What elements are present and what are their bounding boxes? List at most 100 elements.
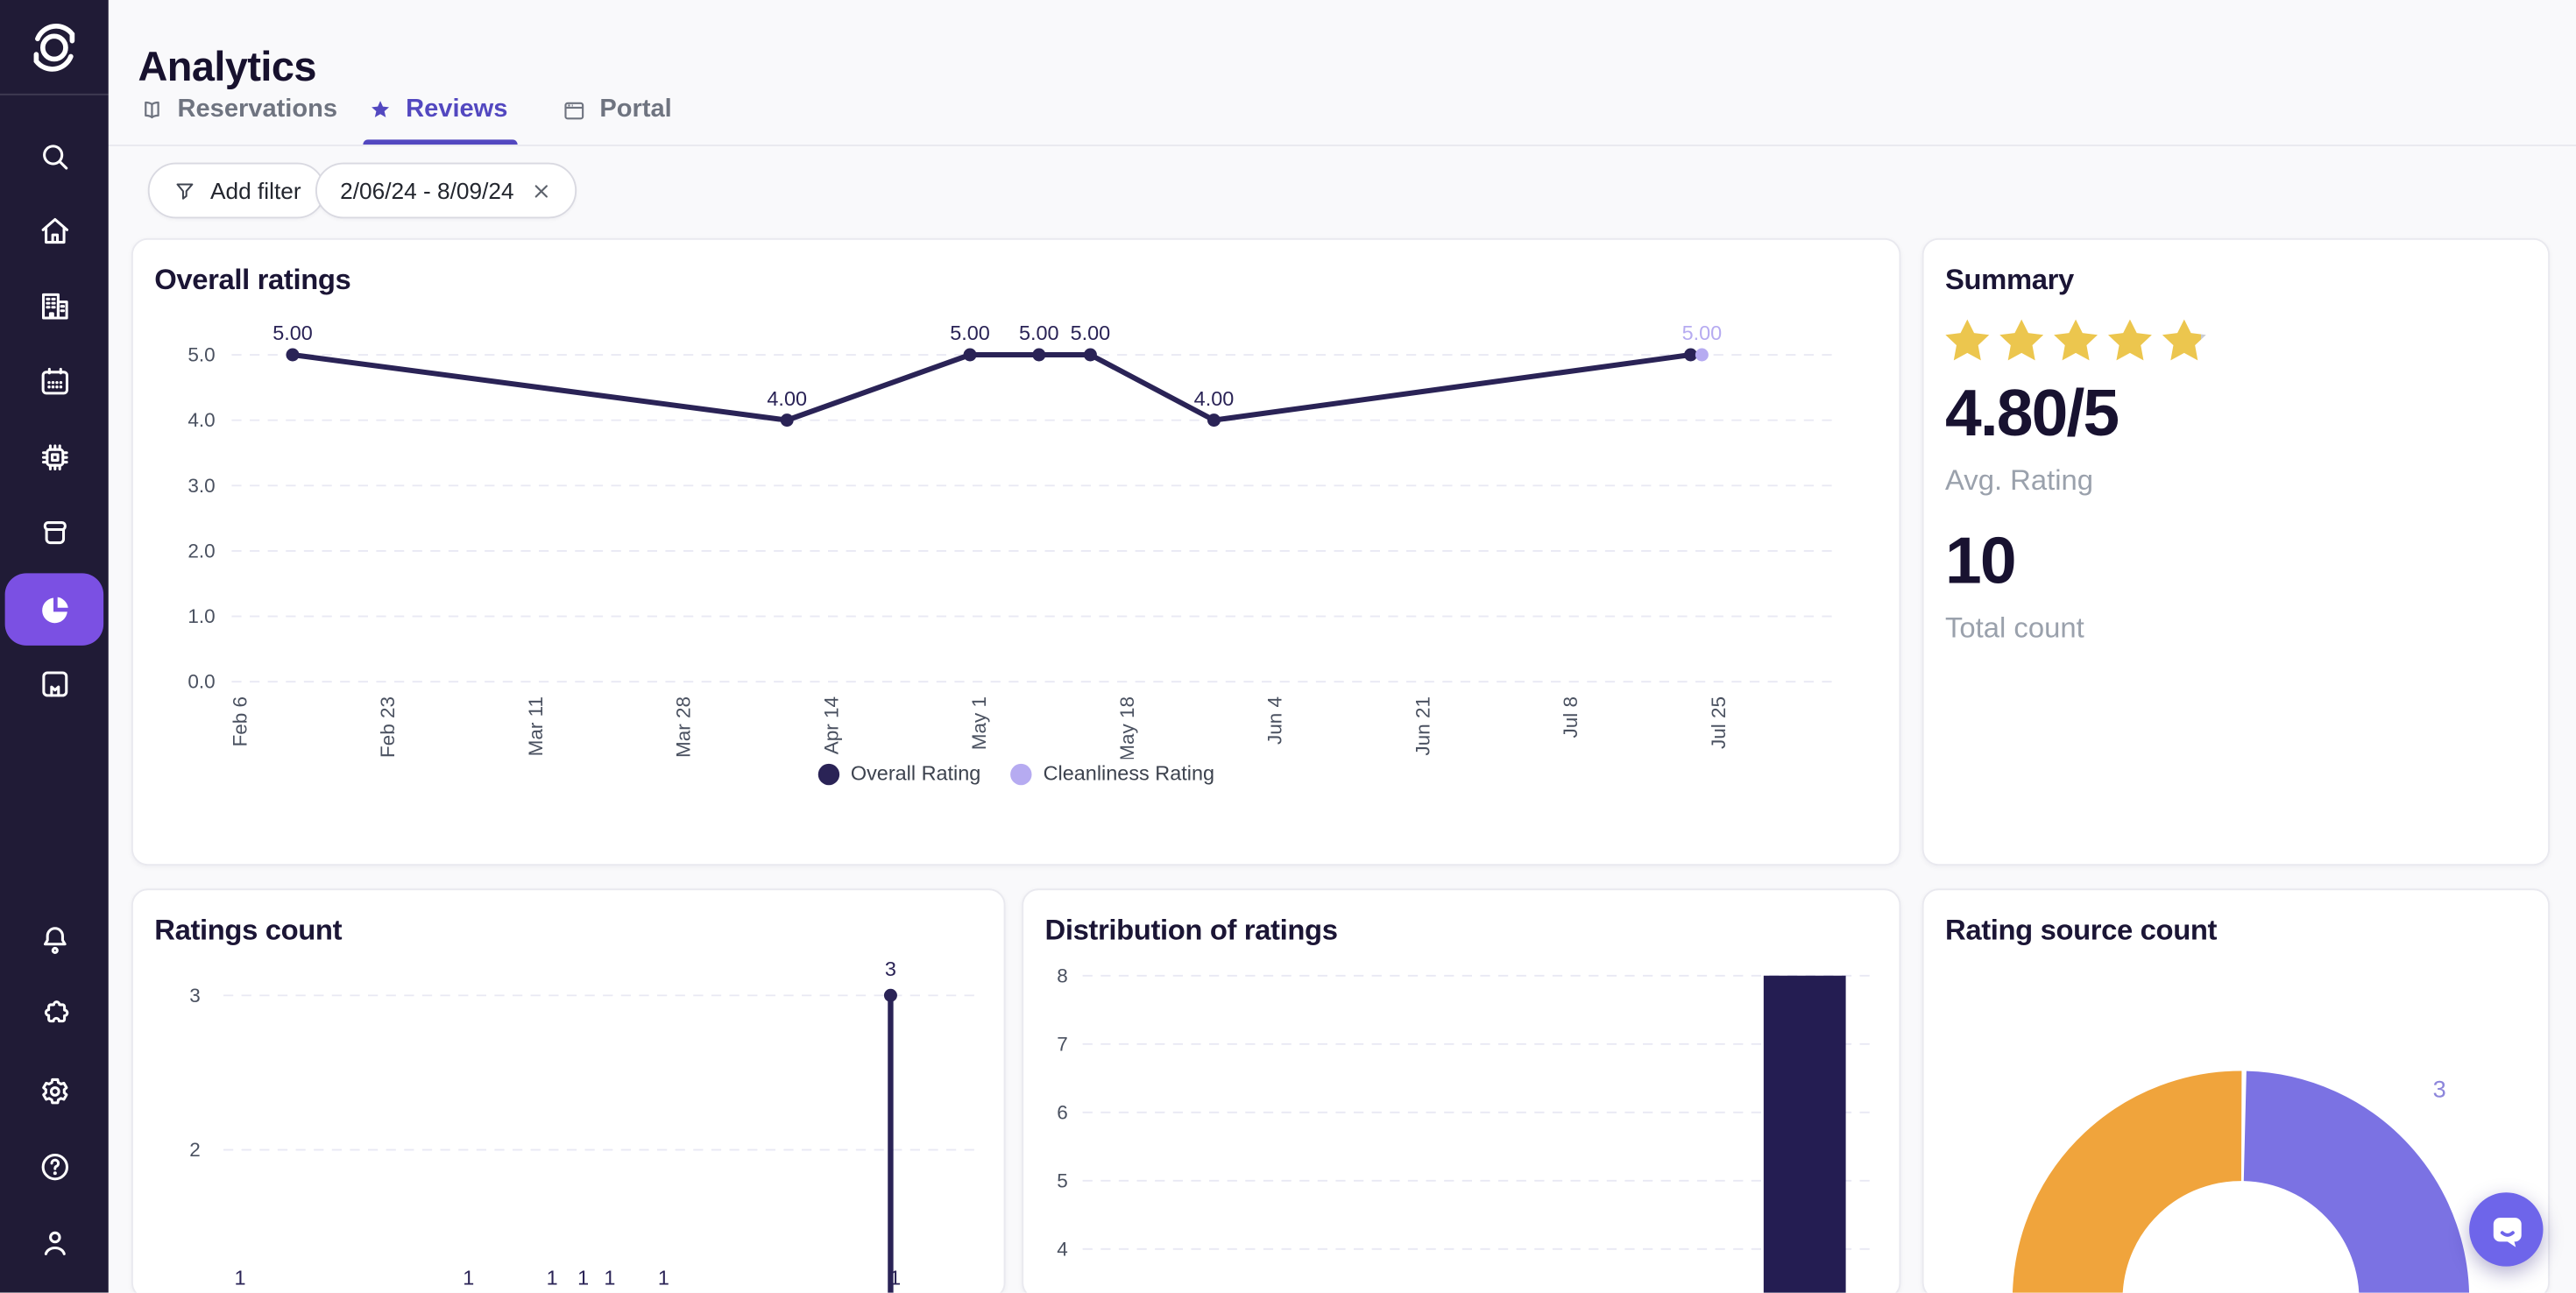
svg-text:5.00: 5.00	[1682, 321, 1723, 344]
star-icon	[1999, 319, 2044, 361]
distribution-of-ratings-card: Distribution of ratings 8 7 6 5 4	[1022, 888, 1901, 1293]
svg-text:3: 3	[2433, 1076, 2446, 1103]
help-icon	[40, 1153, 68, 1180]
sidebar-item-help[interactable]	[21, 1134, 87, 1199]
sidebar-item-home[interactable]	[21, 197, 87, 263]
legend-label: Overall Rating	[850, 762, 981, 786]
avg-rating-value: 4.80/5	[1945, 378, 2120, 450]
svg-text:5.0: 5.0	[188, 344, 215, 366]
svg-text:Feb 23: Feb 23	[377, 696, 399, 758]
add-filter-button[interactable]: Add filter	[147, 162, 326, 219]
svg-text:Apr 14: Apr 14	[820, 696, 842, 754]
legend-item-overall-rating[interactable]: Overall Rating	[817, 762, 980, 785]
star-rating	[1942, 315, 2210, 366]
star-icon	[372, 100, 390, 117]
inbox-icon	[42, 520, 66, 544]
guidebook-icon	[41, 670, 67, 696]
sidebar-item-automations[interactable]	[21, 424, 87, 490]
tab-label: Reviews	[406, 95, 508, 124]
overall-ratings-line-chart: 5.0 4.0 3.0 2.0 1.0 0.0 Feb 6 Feb 23 Mar 11 Mar 2…	[188, 321, 1837, 759]
sidebar-item-properties[interactable]	[21, 272, 87, 338]
overall-ratings-card: Overall ratings 5.0 4.0 3.0 2.0 1.0 0.0 Feb 6 F…	[131, 237, 1901, 866]
chat-icon	[2492, 1217, 2521, 1247]
sidebar-item-integrations[interactable]	[21, 982, 87, 1048]
svg-text:2.0: 2.0	[188, 540, 215, 562]
svg-text:Jun 4: Jun 4	[1264, 696, 1286, 745]
rating-source-donut-chart: 3	[2013, 1070, 2469, 1293]
tab-reviews[interactable]: Reviews	[366, 95, 507, 125]
svg-text:6: 6	[1057, 1101, 1068, 1123]
sidebar-item-calendar[interactable]	[21, 349, 87, 414]
distribution-bar-chart: 8 7 6 5 4	[1057, 964, 1875, 1293]
sidebar-item-search[interactable]	[21, 124, 87, 189]
properties-icon	[41, 292, 67, 319]
legend-label: Cleanliness Rating	[1043, 762, 1215, 786]
svg-text:4.0: 4.0	[188, 409, 215, 431]
date-range-filter-chip[interactable]: 2/06/24 - 8/09/24	[315, 162, 577, 219]
star-icon	[1945, 319, 1990, 361]
svg-text:4.00: 4.00	[1194, 387, 1235, 410]
logo-icon	[33, 23, 75, 71]
sidebar	[0, 0, 109, 1293]
sidebar-item-analytics[interactable]	[21, 576, 87, 642]
svg-text:Mar 11: Mar 11	[525, 696, 547, 756]
page-title: Analytics	[138, 44, 317, 90]
svg-text:3: 3	[189, 985, 201, 1007]
svg-text:5: 5	[1057, 1169, 1068, 1191]
sidebar-item-account[interactable]	[21, 1209, 87, 1275]
svg-text:1: 1	[547, 1266, 558, 1289]
sidebar-item-notifications[interactable]	[21, 907, 87, 972]
distribution-title: Distribution of ratings	[1044, 913, 1338, 947]
svg-text:7: 7	[1057, 1033, 1068, 1055]
total-count-value: 10	[1945, 526, 2017, 598]
analytics-icon	[41, 596, 67, 623]
svg-text:Jul 25: Jul 25	[1708, 696, 1730, 749]
svg-text:8: 8	[1057, 964, 1068, 986]
tab-label: Reservations	[177, 95, 338, 124]
svg-text:Mar 28: Mar 28	[673, 696, 695, 758]
svg-text:1: 1	[889, 1266, 901, 1289]
svg-text:1.0: 1.0	[188, 605, 215, 627]
app-logo[interactable]	[0, 0, 109, 94]
svg-text:2: 2	[189, 1139, 201, 1161]
integrations-icon	[44, 1000, 68, 1022]
svg-text:1: 1	[658, 1266, 669, 1289]
svg-text:May 18: May 18	[1116, 696, 1138, 759]
account-icon	[43, 1230, 65, 1254]
overall-ratings-title: Overall ratings	[154, 263, 351, 296]
book-open-icon	[145, 100, 159, 118]
total-count-label: Total count	[1945, 611, 2084, 645]
svg-text:Feb 6: Feb 6	[229, 696, 251, 747]
add-filter-label: Add filter	[210, 177, 301, 204]
ratings-count-chart: 321 1 1 1 1 131	[189, 957, 983, 1293]
home-icon	[40, 217, 68, 244]
summary-card: Summary 4.80/5 Avg. Rating 10 Total coun…	[1921, 237, 2550, 866]
window-icon	[564, 101, 584, 119]
sidebar-item-guidebook[interactable]	[21, 651, 87, 717]
svg-text:4: 4	[1057, 1238, 1068, 1260]
notifications-icon	[43, 926, 66, 954]
svg-text:5.00: 5.00	[272, 321, 313, 344]
star-icon	[2054, 319, 2098, 361]
chat-widget-button[interactable]	[2469, 1192, 2544, 1267]
svg-text:0.0: 0.0	[188, 671, 215, 693]
sidebar-item-inbox[interactable]	[21, 499, 87, 565]
svg-text:5.00: 5.00	[1071, 321, 1111, 344]
sidebar-divider	[0, 93, 109, 95]
tab-reservations[interactable]: Reservations	[138, 95, 338, 125]
svg-text:5.00: 5.00	[1019, 321, 1059, 344]
tab-portal[interactable]: Portal	[560, 95, 672, 125]
avg-rating-label: Avg. Rating	[1945, 463, 2094, 497]
star-icon	[2107, 319, 2152, 361]
sidebar-item-settings[interactable]	[21, 1058, 87, 1124]
legend-item-cleanliness-rating[interactable]: Cleanliness Rating	[1010, 762, 1214, 785]
svg-text:3: 3	[885, 957, 896, 980]
svg-text:1: 1	[577, 1266, 589, 1289]
sidebar-active-pill	[4, 573, 104, 646]
legend-dot	[817, 762, 839, 785]
remove-filter-icon[interactable]	[530, 180, 551, 201]
svg-text:1: 1	[604, 1266, 615, 1289]
legend-dot	[1010, 762, 1032, 785]
header-divider	[108, 145, 2576, 146]
